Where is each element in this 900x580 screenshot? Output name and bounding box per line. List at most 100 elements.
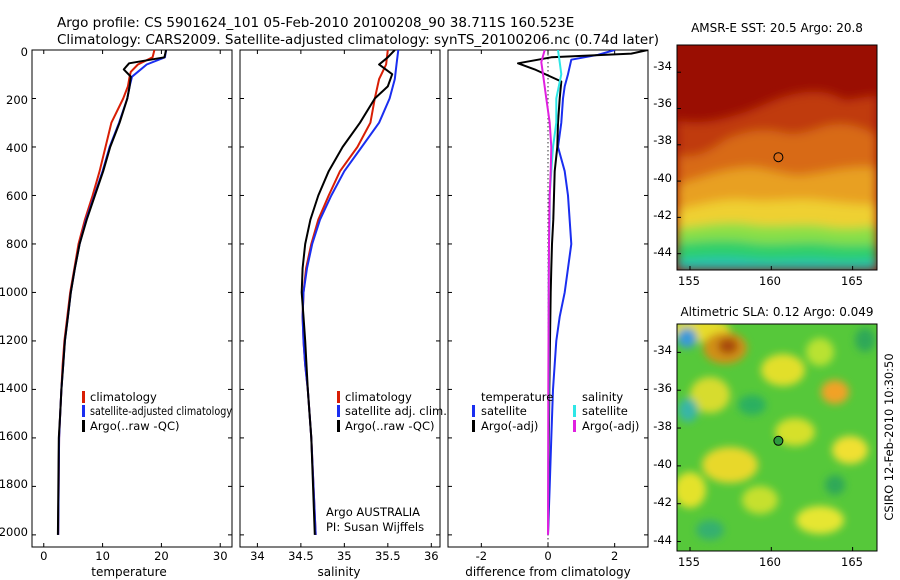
series-line-argo-raw-qc-: [56, 50, 168, 535]
sst-map-frame: [676, 44, 878, 271]
legend-label: Argo(..raw -QC): [345, 419, 435, 433]
header-line1: Argo profile: CS 5901624_101 05-Feb-2010…: [57, 15, 574, 31]
ytick-label: 1600: [0, 429, 28, 443]
ytick-label: 0: [21, 45, 28, 59]
sla-yticks: -34 -36 -38 -40 -42 -44: [653, 343, 672, 547]
principal-investigator-label: PI: Susan Wijffels: [326, 520, 424, 534]
legend-swatch-climatology: [337, 391, 340, 403]
ytick-label: 1000: [0, 285, 28, 299]
ytick-label: 400: [6, 141, 28, 155]
map-tick-marks: [677, 71, 854, 270]
ytick-label: 800: [6, 237, 28, 251]
legend-swatch-satellite: [82, 405, 85, 417]
xtick-label: 165: [841, 555, 863, 569]
ytick-label: 2000: [0, 525, 28, 539]
legend-heading: salinity: [582, 390, 623, 404]
sst-field-gradients: [677, 91, 877, 270]
credit-timestamp: CSIRO 12-Feb-2010 10:30:50: [882, 353, 896, 520]
sla-map-frame: [676, 323, 878, 552]
salinity-plot-frame: [239, 49, 441, 548]
ytick-label: -34: [653, 343, 672, 357]
xtick-label: 30: [213, 549, 228, 563]
salinity-series-group: [240, 50, 440, 547]
difference-legend: temperature satellite Argo(-adj) salinit…: [472, 390, 639, 433]
xtick-label: 165: [841, 274, 863, 288]
xtick-label: 10: [95, 549, 110, 563]
temperature-series-group: [32, 50, 232, 547]
xtick-label: 155: [678, 274, 700, 288]
difference-panel: -2 0 2 difference from climatology tempe…: [447, 49, 649, 579]
xtick-label: 35.5: [375, 549, 401, 563]
ytick-label: 600: [6, 189, 28, 203]
ytick-label: -38: [653, 133, 672, 147]
salinity-panel: 34 34.5 35 35.5 36 salinity climatology …: [239, 49, 447, 579]
xtick-label: 160: [759, 274, 781, 288]
legend-label: climatology: [345, 390, 412, 404]
legend-label: satellite: [481, 404, 527, 418]
header-line2: Climatology: CARS2009. Satellite-adjuste…: [57, 32, 659, 48]
salinity-legend: climatology satellite adj. clim. Argo(..…: [337, 390, 447, 433]
ytick-label: -36: [653, 96, 672, 110]
legend-label: Argo(-adj): [582, 419, 639, 433]
legend-swatch-climatology: [82, 391, 85, 403]
xtick-label: 35: [337, 549, 352, 563]
sst-heatmap: [677, 45, 877, 270]
xtick-label: 2: [611, 549, 618, 563]
temperature-yticks: 0 200 400 600 800 1000 1200 1400 1600 18…: [0, 45, 28, 539]
temperature-panel: 0 200 400 600 800 1000 1200 1400 1600 18…: [0, 45, 233, 579]
salinity-xlabel: salinity: [317, 565, 360, 579]
ytick-label: -36: [653, 381, 672, 395]
legend-swatch-sal-satellite: [573, 405, 576, 417]
legend-swatch-argo: [82, 420, 85, 432]
sst-map-panel: AMSR-E SST: 20.5 Argo: 20.8 -34 -36 -38 …: [653, 21, 878, 288]
ytick-label: -40: [653, 171, 672, 185]
xtick-label: 34: [250, 549, 265, 563]
xtick-label: 0: [40, 549, 47, 563]
legend-swatch-temp-satellite: [472, 405, 475, 417]
ytick-label: -44: [653, 533, 672, 547]
series-line-salinity-argo-adj-: [540, 50, 553, 535]
temperature-plot-frame: [31, 49, 233, 548]
legend-swatch-sal-argo: [573, 420, 576, 432]
series-line-satellite-adj-clim-: [301, 50, 400, 535]
legend-heading: temperature: [481, 390, 553, 404]
map-tick-marks: [677, 351, 854, 551]
ytick-label: 1200: [0, 333, 28, 347]
xtick-label: 20: [154, 549, 169, 563]
temperature-legend: climatology satellite-adjusted climatolo…: [82, 390, 232, 433]
sla-map-panel: Altimetric SLA: 0.12 Argo: 0.049: [653, 305, 878, 569]
xtick-label: -2: [476, 549, 487, 563]
ytick-label: -44: [653, 245, 672, 259]
legend-swatch-argo: [337, 420, 340, 432]
legend-label: climatology: [90, 390, 157, 404]
ytick-label: -40: [653, 457, 672, 471]
sla-xticks: 155 160 165: [678, 555, 863, 569]
ytick-label: 1400: [0, 381, 28, 395]
legend-label: Argo(-adj): [481, 419, 538, 433]
legend-label: satellite-adjusted climatology: [90, 404, 232, 418]
legend-label: satellite: [582, 404, 628, 418]
temperature-xticks: 0 10 20 30: [40, 549, 227, 563]
ytick-label: -42: [653, 208, 672, 222]
xtick-label: 160: [759, 555, 781, 569]
sla-map-title: Altimetric SLA: 0.12 Argo: 0.049: [680, 305, 873, 319]
ytick-label: -38: [653, 419, 672, 433]
xtick-label: 155: [678, 555, 700, 569]
xtick-label: 34.5: [288, 549, 314, 563]
sst-xticks: 155 160 165: [678, 274, 863, 288]
legend-label: Argo(..raw -QC): [90, 419, 180, 433]
legend-swatch-satellite: [337, 405, 340, 417]
sla-field-blobs: [677, 324, 875, 540]
difference-series-group: [448, 50, 648, 547]
ytick-label: -34: [653, 59, 672, 73]
argo-float-marker: [773, 435, 784, 446]
series-line-temperature-argo-adj-: [517, 50, 648, 535]
temperature-xlabel: temperature: [91, 565, 166, 579]
xtick-label: 36: [424, 549, 439, 563]
difference-xticks: -2 0 2: [476, 549, 619, 563]
ytick-label: 1800: [0, 477, 28, 491]
series-line-argo-raw-qc-: [300, 50, 396, 535]
sst-yticks: -34 -36 -38 -40 -42 -44: [653, 59, 672, 259]
ytick-label: 200: [6, 93, 28, 107]
